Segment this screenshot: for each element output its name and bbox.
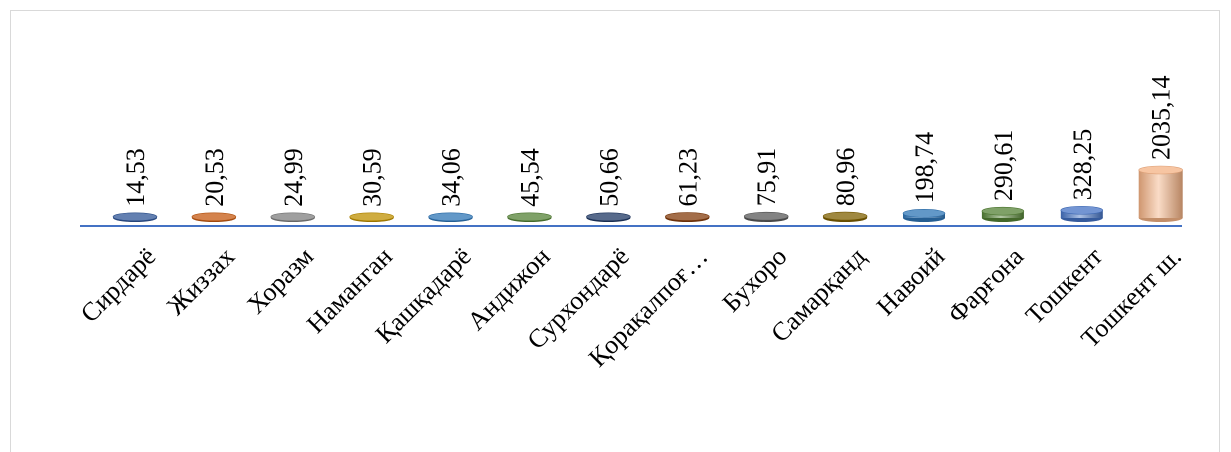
bar-1 xyxy=(112,212,158,222)
value-label-8: 61,23 xyxy=(673,148,702,207)
bar-13 xyxy=(1060,205,1104,222)
bar-5 xyxy=(428,212,473,222)
value-label-11: 198,74 xyxy=(910,132,939,204)
category-label-12: Фарғона xyxy=(942,241,1029,328)
bar-14 xyxy=(1138,165,1183,222)
value-label-10: 80,96 xyxy=(831,148,860,207)
bar-6 xyxy=(507,212,552,222)
category-label-2: Жиззах xyxy=(161,242,240,321)
category-label-1: Сирдарё xyxy=(75,242,161,328)
category-label-3: Хоразм xyxy=(241,242,319,320)
value-label-3: 24,99 xyxy=(279,148,308,207)
value-label-14: 2035,14 xyxy=(1147,76,1176,161)
value-label-4: 30,59 xyxy=(358,148,387,207)
bar-7 xyxy=(586,212,631,222)
value-label-6: 45,54 xyxy=(516,148,545,207)
value-label-9: 75,91 xyxy=(752,148,781,207)
bar-8 xyxy=(664,212,710,222)
bar-3 xyxy=(270,212,316,222)
category-label-11: Навоий xyxy=(871,242,950,321)
value-label-1: 14,53 xyxy=(121,148,150,207)
bar-10 xyxy=(822,211,868,222)
value-label-2: 20,53 xyxy=(200,148,229,207)
value-label-7: 50,66 xyxy=(594,148,623,207)
value-label-13: 328,25 xyxy=(1068,129,1097,201)
category-label-9: Бухоро xyxy=(717,242,793,318)
bar-4 xyxy=(349,212,395,222)
value-label-5: 34,06 xyxy=(437,148,466,206)
chart-frame xyxy=(10,10,1220,452)
bar-9 xyxy=(743,211,789,222)
bar-12 xyxy=(981,206,1025,222)
bar-2 xyxy=(191,212,237,222)
bar-11 xyxy=(902,209,946,222)
value-label-12: 290,61 xyxy=(989,130,1018,202)
